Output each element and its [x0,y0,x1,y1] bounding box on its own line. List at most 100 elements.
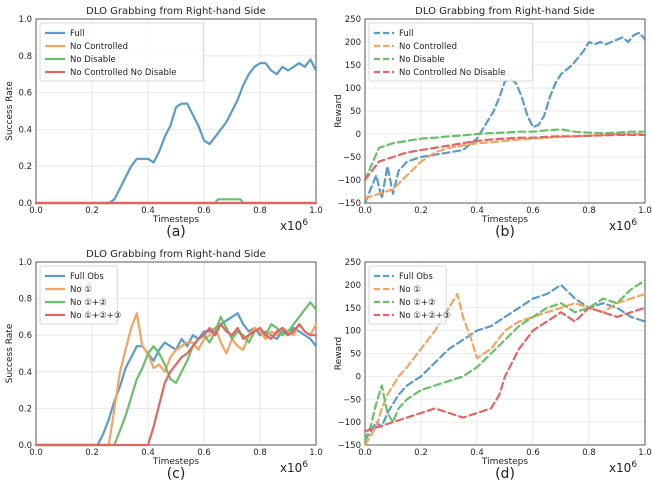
legend: Full No Controlled No Disable No Controlled… [39,22,205,82]
x-tick-label: 0.2 [85,206,99,216]
x-tick-label: 0.6 [197,448,211,458]
x-tick-label: 0.6 [197,206,211,216]
y-tick-label: 250 [345,258,361,268]
x-tick-label: 1.0 [638,448,652,458]
y-tick-label: 50 [350,350,361,360]
x-tick-label: 0.4 [141,206,155,216]
legend-box [368,265,447,325]
chart-2: 0.0 0.2 0.4 0.6 0.8 1.0 −150 −100 −50 0 50 100 150 20… [334,6,652,240]
y-axis-label: Reward [334,94,344,128]
series-line [34,58,318,205]
y-tick-label: 0.0 [18,199,32,209]
legend-label: No Controlled No Disable [399,68,505,78]
x-axis-label: Timesteps [481,215,528,225]
x-tick-label: 0.8 [253,448,267,458]
legend-label: No ① [399,285,421,295]
x-scale-base: x10 [280,219,302,233]
x-tick-label: 0.0 [29,448,43,458]
x-scale-exponent: 6 [631,460,637,470]
y-tick-label: 0.6 [18,331,32,341]
y-tick-label: 150 [345,304,361,314]
x-tick-label: 1.0 [309,448,323,458]
y-tick-label: 0 [356,130,361,140]
panel-label: (b) [495,224,515,240]
x-tick-label: 0.4 [470,448,484,458]
plot-frame [364,261,646,446]
plot-frame [364,18,646,204]
x-scale-exponent: 6 [302,218,308,228]
legend-label: No ①+②+③ [399,311,450,321]
chart-3: 0.0 0.2 0.4 0.6 0.8 1.0 0.0 0.2 0.4 0.6 0.8 1.0 DLO … [5,249,323,482]
x-scale-exponent: 6 [302,460,308,470]
x-tick-label: 1.0 [638,206,652,216]
y-tick-label: 150 [345,61,361,71]
x-tick-label: 0.6 [526,448,540,458]
y-tick-label: 0.2 [18,162,32,172]
y-tick-label: −50 [343,153,361,163]
y-tick-label: 100 [345,327,361,337]
x-scale-base: x10 [280,461,302,475]
x-tick-label: 0.6 [526,206,540,216]
y-tick-label: −50 [343,395,361,405]
series-line [34,301,318,447]
x-tick-label: 0.2 [414,448,428,458]
x-scale-multiplier: x106 [609,460,637,475]
x-scale-multiplier: x106 [609,218,637,233]
series-line [363,133,647,182]
x-axis-label: Timesteps [152,457,199,467]
legend-label: No ① [70,285,92,295]
x-tick-label: 0.0 [358,206,372,216]
y-tick-label: 0 [356,372,361,382]
x-scale-base: x10 [609,461,631,475]
legend-box [39,22,205,82]
y-tick-label: 50 [350,107,361,117]
x-tick-label: 0.4 [141,448,155,458]
x-axis-label: Timesteps [152,215,199,225]
y-tick-label: 250 [345,15,361,25]
y-tick-label: 0.6 [18,89,32,99]
x-scale-base: x10 [609,219,631,233]
legend-label: No Disable [399,55,445,65]
series-line [363,128,647,182]
y-tick-label: 1.0 [18,258,32,268]
y-tick-label: 0.8 [18,295,32,305]
legend-box [368,22,534,82]
x-tick-label: 0.0 [358,448,372,458]
legend-label: No Disable [70,55,116,65]
y-tick-label: 0.8 [18,52,32,62]
series-line [363,132,647,200]
y-tick-label: 1.0 [18,15,32,25]
y-tick-label: −100 [338,418,361,428]
x-scale-multiplier: x106 [280,218,308,233]
x-scale-multiplier: x106 [280,460,308,475]
series-line [363,292,647,447]
x-axis-label: Timesteps [481,457,528,467]
panel-label: (c) [167,466,186,482]
y-tick-label: 0.4 [18,125,32,135]
y-tick-label: 0.4 [18,368,32,378]
legend: Full No Controlled No Disable No Controlled… [368,22,534,82]
x-tick-label: 0.4 [470,206,484,216]
x-tick-label: 0.2 [85,448,99,458]
y-tick-label: 100 [345,84,361,94]
y-tick-label: −100 [338,176,361,186]
x-scale-exponent: 6 [631,218,637,228]
y-axis-label: Success Rate [5,323,15,383]
legend-label: Full [399,29,414,39]
chart-4: 0.0 0.2 0.4 0.6 0.8 1.0 −150 −100 −50 0 50 100 150 20… [334,258,652,482]
x-tick-label: 1.0 [309,206,323,216]
legend-label: Full Obs [399,272,433,282]
y-axis-label: Reward [334,337,344,371]
series-line [363,279,647,442]
y-tick-label: −150 [338,199,361,209]
y-tick-label: −150 [338,441,361,451]
plot-frame [35,261,317,446]
series-line [34,312,318,447]
chart-title: DLO Grabbing from Right-hand Side [86,6,266,17]
legend: Full Obs No ① No ①+② No ①+②+③ [39,265,121,325]
legend-label: No ①+② [399,298,436,308]
series-line [363,306,647,433]
legend-label: No Controlled [70,42,128,52]
x-tick-label: 0.8 [253,206,267,216]
